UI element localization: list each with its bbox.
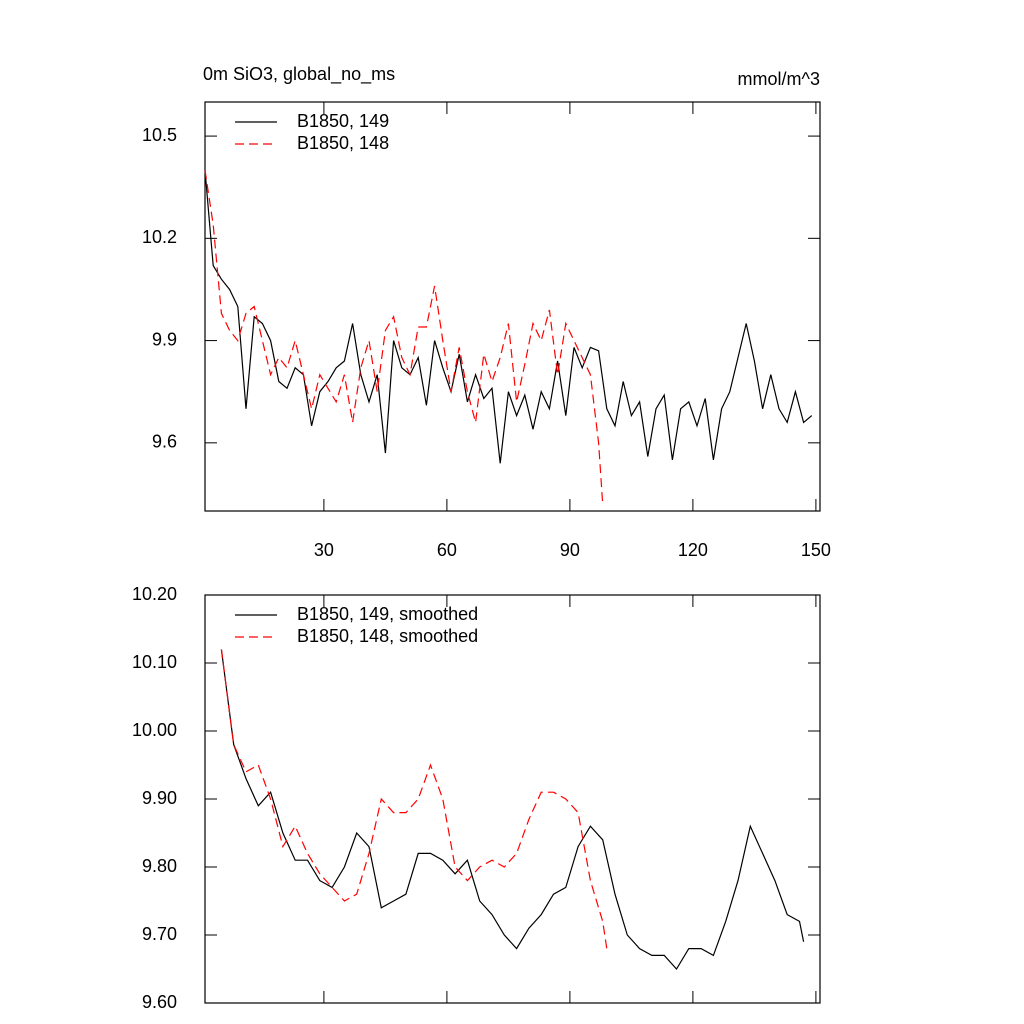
units-label: mmol/m^3: [738, 69, 820, 89]
data-line: [204, 170, 813, 464]
y-tick-label: 9.60: [142, 992, 177, 1012]
y-tick-label: 9.90: [142, 788, 177, 808]
y-tick-label: 9.6: [152, 432, 177, 452]
legend-label: B1850, 148, smoothed: [297, 626, 478, 646]
data-line: [220, 649, 805, 971]
x-tick-label: 30: [314, 540, 334, 560]
x-tick-label: 60: [437, 540, 457, 560]
y-tick-label: 10.00: [132, 720, 177, 740]
y-tick-label: 10.2: [142, 227, 177, 247]
y-tick-label: 9.80: [142, 856, 177, 876]
y-tick-label: 10.10: [132, 652, 177, 672]
data-line: [204, 170, 604, 505]
plot-frame: [204, 594, 821, 1004]
chart-title: 0m SiO3, global_no_ms: [203, 64, 395, 85]
y-tick-label: 10.5: [142, 125, 177, 145]
y-tick-label: 9.70: [142, 924, 177, 944]
legend-label: B1850, 149, smoothed: [297, 604, 478, 624]
y-tick-label: 9.9: [152, 329, 177, 349]
data-line: [220, 649, 608, 949]
plot-frame: [204, 101, 821, 512]
x-tick-label: 150: [801, 540, 831, 560]
y-tick-label: 10.20: [132, 584, 177, 604]
x-tick-label: 90: [560, 540, 580, 560]
legend-label: B1850, 148: [297, 133, 389, 153]
legend-label: B1850, 149: [297, 111, 389, 131]
x-tick-label: 120: [678, 540, 708, 560]
